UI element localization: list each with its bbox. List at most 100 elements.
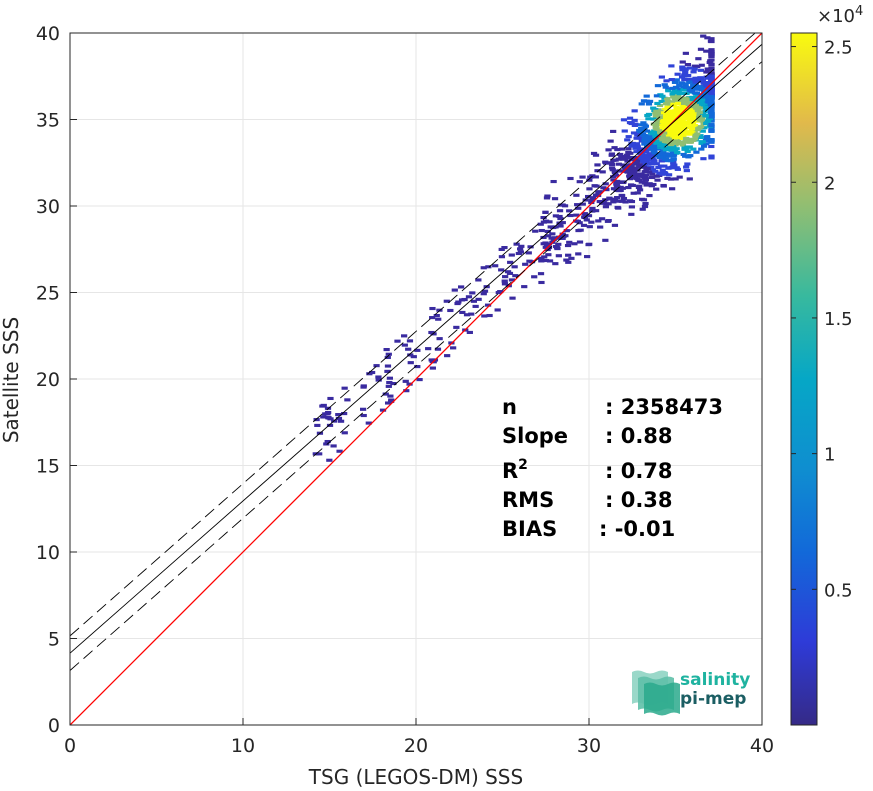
density-cell [654, 101, 661, 106]
density-cell [621, 129, 628, 133]
density-cell [666, 118, 674, 122]
density-cell [694, 132, 701, 136]
density-cell [538, 228, 545, 233]
density-cell [691, 64, 698, 68]
density-cell [540, 235, 547, 240]
density-cell [631, 155, 638, 160]
density-cell [686, 88, 693, 92]
density-cell [697, 47, 705, 51]
density-cell [670, 165, 677, 169]
density-cell [673, 78, 680, 82]
density-cell [602, 182, 609, 186]
density-cell [653, 141, 660, 145]
density-cell [673, 113, 680, 117]
density-cell [563, 229, 570, 233]
density-cell [592, 175, 599, 179]
density-cell [703, 84, 710, 88]
density-cell [388, 399, 395, 403]
density-cell [670, 134, 677, 138]
density-cell [596, 190, 603, 194]
density-cell [675, 101, 682, 106]
density-cell [414, 365, 421, 369]
density-cell [628, 144, 635, 148]
stats-value-1: : 0.88 [605, 424, 673, 448]
density-cell [631, 166, 638, 170]
density-cell [658, 136, 666, 140]
density-cell [406, 382, 413, 386]
y-tick-label-0: 0 [48, 715, 60, 737]
density-cell [594, 169, 601, 173]
density-cell [429, 366, 436, 370]
density-cell [697, 135, 704, 140]
density-cell [429, 306, 436, 311]
density-cell [620, 118, 628, 122]
density-cell [689, 128, 696, 132]
density-cell [670, 91, 677, 95]
density-cell [674, 95, 682, 99]
stats-value-3: : 0.38 [605, 488, 673, 512]
density-cell [684, 145, 691, 149]
density-cell [495, 291, 502, 295]
density-cell [611, 169, 618, 173]
density-cell [538, 256, 545, 260]
density-cell [673, 166, 680, 170]
density-cell [680, 122, 687, 126]
density-cell [679, 132, 687, 136]
density-cell [685, 101, 692, 105]
density-cell [565, 253, 572, 257]
density-cell [662, 135, 670, 139]
density-cell [675, 90, 682, 94]
density-cell [598, 217, 606, 221]
density-cell [657, 164, 665, 168]
density-cell [650, 131, 658, 135]
density-cell [692, 81, 699, 85]
density-cell [692, 134, 699, 138]
density-cell [436, 337, 443, 341]
density-cell [660, 150, 667, 154]
density-cell [664, 97, 671, 101]
density-cell [576, 180, 583, 184]
stats-label-3: RMS [502, 488, 554, 512]
density-cell [706, 117, 713, 121]
density-cell [659, 122, 666, 127]
density-cell [549, 232, 556, 236]
density-cell [653, 174, 660, 178]
density-cell [628, 158, 636, 162]
density-cell [324, 439, 331, 444]
density-cell [663, 79, 670, 83]
density-cell [629, 183, 636, 188]
density-cell [568, 256, 575, 260]
density-cell [619, 199, 626, 203]
density-cell [692, 127, 700, 131]
density-cell [708, 50, 715, 54]
density-cell [704, 119, 712, 123]
density-cell [567, 213, 574, 218]
density-cell [703, 49, 710, 53]
density-cell [379, 408, 387, 412]
density-cell [492, 264, 499, 268]
density-cell [634, 168, 641, 172]
density-cell [638, 102, 645, 106]
density-cell [689, 111, 696, 115]
density-cell [567, 176, 574, 181]
density-cell [683, 169, 690, 173]
density-cell [537, 222, 544, 226]
density-cell [670, 157, 677, 161]
density-cell [626, 155, 634, 160]
density-cell [619, 157, 626, 161]
logo-line1: salinity [680, 670, 750, 690]
density-cell [429, 316, 436, 320]
density-cell [531, 275, 538, 279]
density-cell [659, 144, 666, 148]
density-cell [689, 114, 697, 118]
density-cell [586, 187, 593, 191]
density-cell [669, 128, 677, 133]
density-cell [642, 173, 650, 177]
density-cell [621, 155, 629, 159]
density-cell [671, 136, 679, 140]
density-cell [675, 106, 682, 110]
density-cell [682, 51, 689, 55]
line-fit-1sd [70, 33, 756, 637]
density-cell [628, 164, 635, 168]
density-cell [645, 117, 652, 121]
